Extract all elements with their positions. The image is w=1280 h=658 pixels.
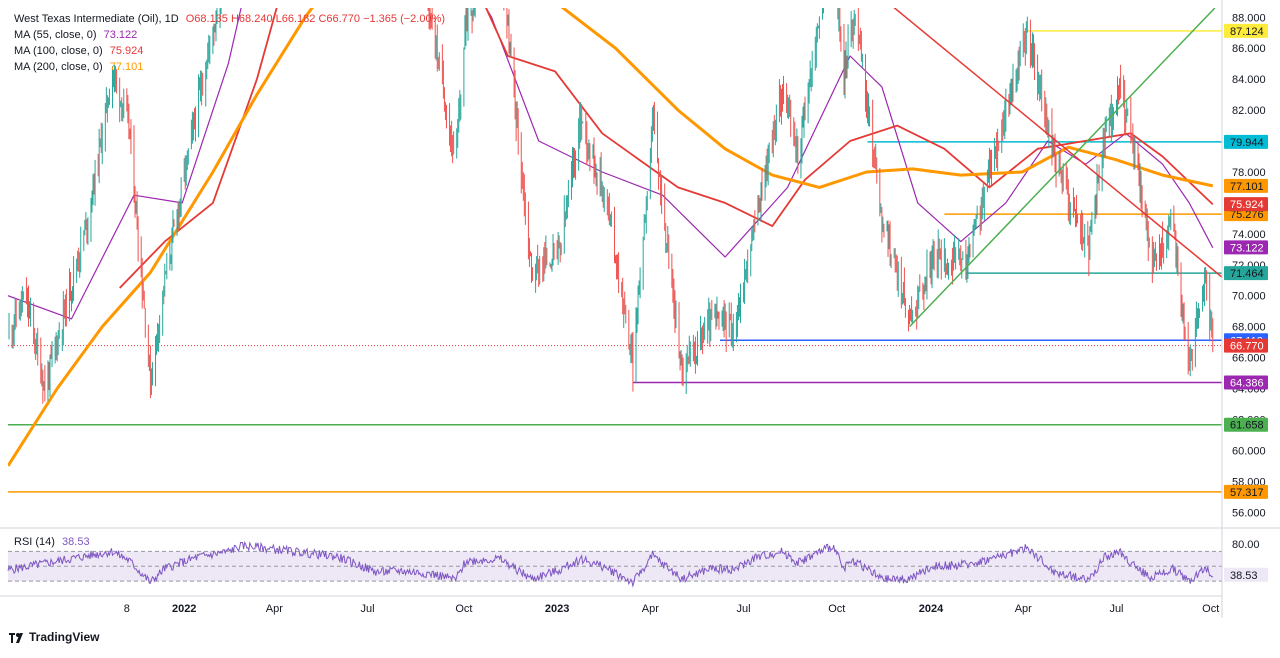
time-tick-label: Apr: [1015, 603, 1032, 615]
price-tick-label: 84.000: [1232, 74, 1266, 86]
level-price-tag-text: 57.317: [1230, 487, 1264, 499]
ma-price-tag-text: 75.924: [1230, 199, 1264, 211]
ma-price-tag: [1224, 197, 1268, 212]
price-tick-label: 74.000: [1232, 229, 1266, 241]
ma100-legend-value: 75.924: [109, 45, 144, 57]
ma-price-tag-text: 73.122: [1230, 242, 1264, 254]
ma100-legend-label: MA (100, close, 0): [14, 45, 103, 57]
time-tick-label: Oct: [828, 603, 845, 615]
time-tick-label: 8: [124, 603, 130, 615]
price-tick-label: 88.000: [1232, 12, 1266, 24]
ma200-legend: MA (200, close, 0) 77.101: [14, 60, 143, 75]
trendline: [893, 8, 1222, 278]
tradingview-brand-text: TradingView: [29, 630, 100, 644]
rsi-line: [7, 541, 1213, 588]
time-tick-label: Apr: [266, 603, 283, 615]
time-tick-label: Jul: [737, 603, 751, 615]
time-tick-label: Apr: [642, 603, 659, 615]
rsi-tick-label: 80.00: [1232, 539, 1260, 551]
time-tick-label: Oct: [1202, 603, 1219, 615]
ma-price-tag-text: 77.101: [1230, 181, 1264, 193]
level-price-tag: [1224, 484, 1268, 499]
moving-average-line: [8, 8, 1214, 467]
ma-price-tag: [1224, 178, 1268, 193]
time-tick-label: Jul: [361, 603, 375, 615]
price-tick-label: 66.000: [1232, 353, 1266, 365]
price-tick-label: 78.000: [1232, 167, 1266, 179]
level-price-tag: [1224, 375, 1268, 390]
price-tick-label: 82.000: [1232, 105, 1266, 117]
symbol-title: West Texas Intermediate (Oil), 1D: [14, 13, 179, 25]
rsi-legend: RSI (14) 38.53: [14, 536, 90, 548]
level-price-tag-text: 75.276: [1230, 209, 1264, 221]
price-tick-label: 56.000: [1232, 507, 1266, 519]
ma100-legend: MA (100, close, 0) 75.924: [14, 44, 143, 59]
level-price-tag: [1224, 23, 1268, 38]
rsi-legend-label: RSI (14): [14, 536, 55, 548]
last-price-tag: [1224, 338, 1268, 353]
rsi-value-tag-text: 38.53: [1230, 570, 1258, 582]
ma55-legend-value: 73.122: [103, 29, 138, 41]
trendline: [908, 8, 1216, 328]
last-price-tag-text: 66.770: [1230, 341, 1264, 353]
moving-average-line: [119, 8, 1214, 289]
rsi-value-tag: [1224, 567, 1268, 582]
level-price-tag-text: 71.464: [1230, 268, 1264, 280]
price-tick-label: 60.000: [1232, 445, 1266, 457]
price-tick-label: 68.000: [1232, 322, 1266, 334]
level-price-tag-text: 64.386: [1230, 378, 1264, 390]
level-price-tag: [1224, 134, 1268, 149]
price-tick-label: 86.000: [1232, 43, 1266, 55]
tradingview-logo-icon: [9, 632, 25, 643]
price-tick-label: 70.000: [1232, 291, 1266, 303]
symbol-legend: West Texas Intermediate (Oil), 1D O68.13…: [14, 12, 445, 27]
level-price-tag-text: 87.124: [1230, 26, 1264, 38]
time-tick-label: 2023: [545, 603, 569, 615]
tradingview-brand[interactable]: TradingView: [9, 630, 99, 644]
level-price-tag-text: 61.658: [1230, 420, 1264, 432]
time-tick-label: Jul: [1109, 603, 1123, 615]
ma-price-tag: [1224, 240, 1268, 255]
ma55-legend: MA (55, close, 0) 73.122: [14, 28, 137, 43]
rsi-legend-value: 38.53: [62, 536, 90, 548]
level-price-tag: [1224, 417, 1268, 432]
ohlc-values: O68.135 H68.240 L66.182 C66.770 −1.365 (…: [185, 13, 446, 25]
ma55-legend-label: MA (55, close, 0): [14, 29, 97, 41]
level-price-tag: [1224, 266, 1268, 281]
time-tick-label: Oct: [455, 603, 472, 615]
time-tick-label: 2024: [919, 603, 944, 615]
ma200-legend-value: 77.101: [109, 61, 144, 73]
ma200-legend-label: MA (200, close, 0): [14, 61, 103, 73]
time-tick-label: 2022: [172, 603, 196, 615]
level-price-tag-text: 79.944: [1230, 137, 1264, 149]
